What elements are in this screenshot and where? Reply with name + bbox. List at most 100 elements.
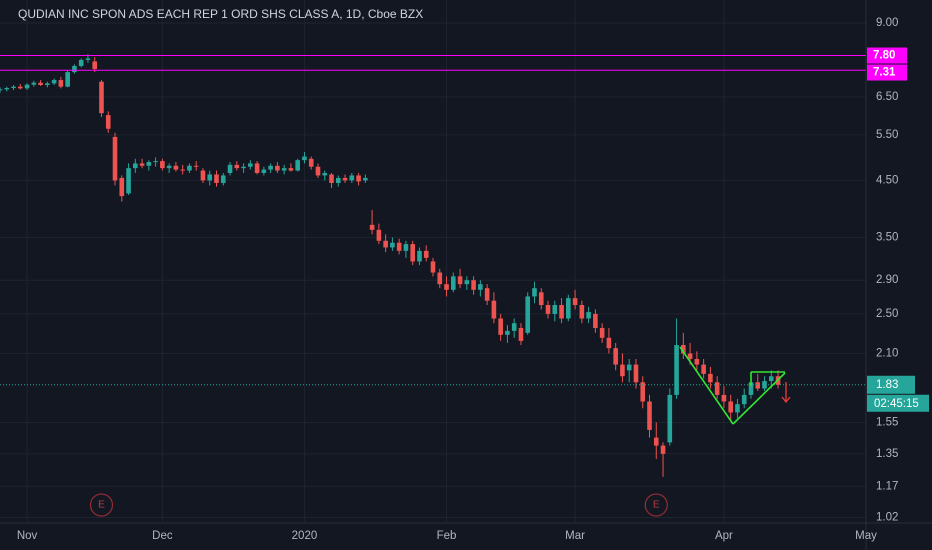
candle-body	[315, 166, 321, 176]
candle-body	[735, 404, 740, 413]
candle-body	[708, 373, 713, 383]
candle-body	[559, 305, 564, 319]
candle-body	[342, 177, 348, 181]
price-line-box	[867, 64, 907, 81]
candle-body	[613, 348, 618, 365]
y-tick-label: 9.00	[876, 17, 898, 29]
candle-body	[545, 305, 551, 314]
candle-body	[220, 175, 226, 183]
candle-body	[295, 160, 300, 171]
candle-body	[714, 382, 720, 395]
candle-body	[349, 175, 355, 181]
candle-body	[748, 382, 754, 395]
candle-body	[444, 284, 449, 290]
candle-body	[187, 165, 192, 171]
candle-body	[450, 276, 456, 290]
candle-body	[173, 165, 179, 170]
candle-body	[72, 65, 77, 73]
chart-title: QUDIAN INC SPON ADS EACH REP 1 ORD SHS C…	[18, 7, 423, 21]
candle-body	[478, 284, 483, 290]
candle-body	[430, 261, 436, 273]
y-tick-label: 4.50	[876, 174, 898, 186]
candle-body	[58, 80, 64, 87]
candle-body	[755, 382, 761, 389]
candle-body	[471, 280, 476, 290]
candle-body	[207, 174, 213, 181]
candle-body	[552, 305, 558, 314]
trend-line	[732, 372, 786, 425]
candle-body	[126, 168, 131, 194]
countdown-box	[867, 394, 929, 412]
candle-body	[268, 165, 273, 170]
candle-body	[119, 177, 125, 197]
candle-body	[248, 163, 253, 167]
candle-body	[687, 353, 693, 359]
candle-body	[423, 250, 429, 258]
y-tick-label: 2.10	[876, 348, 898, 360]
candle-body	[146, 162, 152, 166]
candle-body	[633, 364, 639, 383]
x-tick-label: Apr	[715, 530, 733, 542]
candle-body	[133, 163, 138, 169]
price-line-box	[867, 47, 907, 64]
candle-body	[674, 345, 679, 395]
countdown-label: 02:45:15	[874, 398, 919, 410]
candle-body	[0, 89, 3, 91]
candle-body	[768, 376, 774, 382]
candle-body	[288, 168, 294, 171]
candle-body	[281, 168, 287, 171]
candle-body	[640, 382, 646, 402]
candle-body	[525, 296, 531, 333]
last-price-label: 1.83	[876, 379, 898, 391]
candle-body	[667, 394, 673, 443]
candle-body	[11, 86, 16, 89]
candle-body	[261, 169, 267, 173]
x-tick-label: Dec	[152, 530, 173, 542]
candle-body	[498, 318, 503, 335]
candle-body	[363, 177, 368, 181]
candle-body	[532, 288, 537, 297]
candle-body	[166, 165, 172, 169]
event-marker	[644, 493, 668, 517]
y-tick-label: 6.50	[876, 91, 898, 103]
event-marker	[89, 493, 114, 517]
candle-body	[78, 59, 84, 66]
candle-body	[464, 280, 470, 285]
candle-body	[593, 313, 598, 328]
candle-body	[322, 172, 328, 176]
candle-body	[302, 156, 307, 161]
price-line-label: 7.31	[873, 67, 896, 79]
candle-body	[193, 165, 199, 167]
candle-body	[51, 80, 57, 84]
candle-body	[505, 330, 510, 335]
drawings	[679, 346, 791, 425]
candle-body	[626, 364, 632, 371]
candle-body	[275, 165, 280, 171]
candle-body	[572, 298, 578, 306]
candle-body	[227, 164, 233, 173]
candle-body	[254, 163, 260, 173]
candle-body	[396, 242, 402, 251]
x-tick-label: Mar	[565, 530, 585, 542]
candle-body	[153, 161, 158, 163]
trend-line	[679, 346, 734, 425]
candle-body	[417, 250, 422, 262]
y-tick-label: 1.35	[876, 448, 898, 460]
candle-body	[85, 58, 91, 60]
candle-body	[241, 166, 246, 169]
candle-body	[390, 242, 395, 248]
x-tick-label: May	[855, 530, 877, 542]
x-tick-label: Feb	[437, 530, 457, 542]
candle-body	[728, 401, 733, 413]
candle-body	[383, 240, 388, 248]
candle-body	[518, 327, 524, 341]
axes: 9.00 6.50 5.50 4.50 3.50 2.90 2.50 2.10 1.55 1.35…	[17, 17, 929, 542]
candle-body	[4, 88, 10, 90]
candle-body	[139, 163, 145, 166]
candle-body	[620, 364, 625, 377]
candle-body	[112, 136, 118, 181]
last-price-box	[867, 375, 915, 394]
grid	[0, 0, 866, 522]
candle-body	[647, 401, 652, 430]
